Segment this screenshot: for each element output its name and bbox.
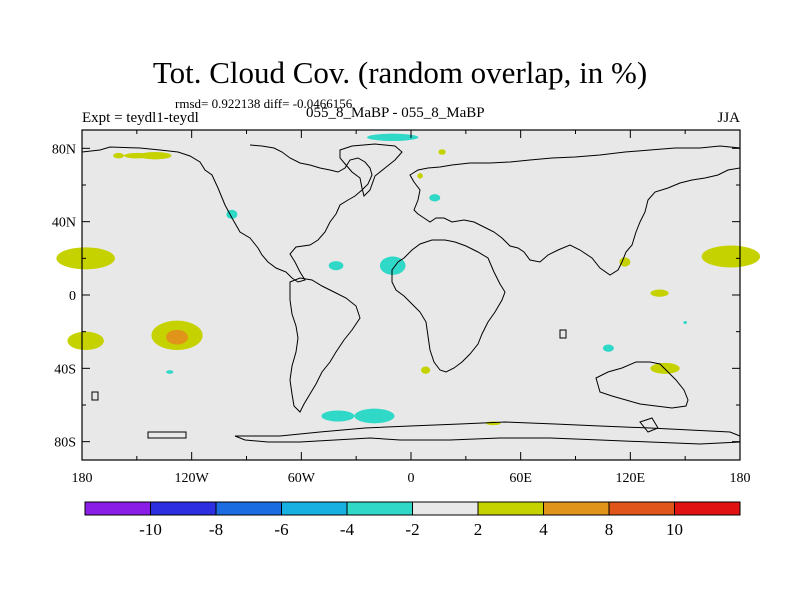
anomaly-patch [701, 245, 761, 268]
anomaly-patch [650, 362, 680, 374]
lat-tick-label: 40N [52, 216, 76, 231]
colorbar-label: -2 [405, 520, 419, 539]
colorbar-label: -4 [340, 520, 355, 539]
anomaly-patch [67, 331, 104, 351]
runs-label: 055_8_MaBP - 055_8_MaBP [306, 105, 485, 121]
colorbar-box [608, 501, 675, 516]
colorbar-box [281, 501, 348, 516]
anomaly-patch [166, 329, 189, 345]
colorbar-label: 2 [474, 520, 483, 539]
experiment-label: Expt = teydl1-teydl [82, 110, 199, 126]
colorbar-box [84, 501, 151, 516]
lat-tick-label: 80N [52, 142, 76, 157]
anomaly-patch [619, 257, 631, 267]
coastline [91, 391, 99, 401]
coastline [639, 417, 659, 433]
colorbar-label: 8 [605, 520, 614, 539]
lon-tick-label: 60E [509, 471, 532, 486]
anomaly-patch [321, 410, 355, 422]
colorbar-label: -6 [274, 520, 288, 539]
colorbar: -10 -8 -6 -4 -2 2 4 8 10 [84, 501, 741, 539]
colorbar-label: -8 [209, 520, 223, 539]
lon-tick-label: 120E [616, 471, 646, 486]
colorbar-box [477, 501, 544, 516]
anomaly-patch [354, 408, 395, 424]
map-title: Tot. Cloud Cov. (random overlap, in %) [152, 55, 648, 90]
anomaly-patch [417, 173, 423, 179]
colorbar-box [543, 501, 610, 516]
stats-label: rmsd= 0.922138 diff= -0.0466156 [175, 96, 353, 111]
coastline [339, 143, 403, 197]
anomaly-patch [683, 321, 687, 324]
colorbar-box [412, 501, 479, 516]
lon-tick-label: 0 [408, 471, 415, 486]
anomaly-patch [429, 194, 441, 202]
map-background [82, 130, 740, 460]
lon-tick-label: 180 [72, 471, 93, 486]
lon-tick-label: 120W [175, 471, 210, 486]
colorbar-label: 4 [539, 520, 548, 539]
colorbar-box [215, 501, 282, 516]
coastline [559, 329, 567, 339]
coastline [409, 145, 741, 276]
anomaly-patch [650, 289, 669, 297]
coastline [81, 144, 373, 283]
anomaly-patch [367, 133, 419, 141]
anomaly-patch [421, 366, 431, 374]
anomaly-patch [166, 370, 174, 374]
lat-tick-label: 40S [54, 362, 76, 377]
colorbar-box [346, 501, 413, 516]
lat-tick-label: 0 [69, 289, 76, 304]
lon-tick-label: 60W [288, 471, 316, 486]
coastline [289, 277, 361, 413]
coastline [147, 431, 187, 439]
season-label: JJA [717, 110, 740, 126]
colorbar-label: -10 [139, 520, 162, 539]
colorbar-box [150, 501, 217, 516]
anomaly-patch [438, 149, 446, 155]
anomaly-patch [138, 152, 172, 160]
map-plot: 180 120W 60W 0 60E 120E 180 80N 40N 0 40S 80S [52, 129, 761, 486]
anomaly-patch [328, 261, 344, 271]
anomaly-patch [113, 152, 125, 159]
coastline [595, 361, 689, 409]
colorbar-box [674, 501, 741, 516]
lat-tick-label: 80S [54, 436, 76, 451]
coastline [391, 239, 506, 373]
lon-tick-label: 180 [730, 471, 751, 486]
anomaly-patch [602, 344, 614, 352]
colorbar-label: 10 [666, 520, 683, 539]
